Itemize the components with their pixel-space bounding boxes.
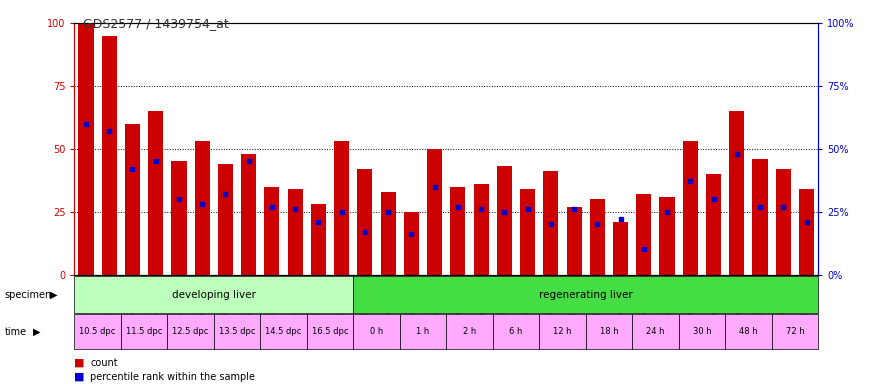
Bar [799, 189, 814, 275]
Bar [752, 159, 767, 275]
Text: ■: ■ [74, 372, 85, 382]
Bar [497, 166, 512, 275]
Bar [520, 189, 536, 275]
Text: 14.5 dpc: 14.5 dpc [265, 327, 302, 336]
Text: 13.5 dpc: 13.5 dpc [219, 327, 256, 336]
Bar [172, 161, 186, 275]
Text: 12 h: 12 h [553, 327, 571, 336]
Text: 10.5 dpc: 10.5 dpc [80, 327, 116, 336]
Bar [682, 141, 698, 275]
Text: specimen: specimen [4, 290, 52, 300]
Text: count: count [90, 358, 118, 368]
Bar [121, 314, 167, 349]
Bar [125, 124, 140, 275]
Text: 72 h: 72 h [786, 327, 804, 336]
Text: percentile rank within the sample: percentile rank within the sample [90, 372, 256, 382]
Bar [242, 154, 256, 275]
Bar [613, 222, 628, 275]
Bar [446, 314, 493, 349]
Text: GDS2577 / 1439754_at: GDS2577 / 1439754_at [83, 17, 229, 30]
Bar [451, 187, 466, 275]
Bar [729, 111, 745, 275]
Text: 1 h: 1 h [416, 327, 430, 336]
Bar [74, 276, 354, 313]
Bar [706, 174, 721, 275]
Bar [632, 314, 679, 349]
Bar [543, 171, 558, 275]
Text: 30 h: 30 h [693, 327, 711, 336]
Bar [218, 164, 233, 275]
Bar [776, 169, 791, 275]
Text: 0 h: 0 h [370, 327, 383, 336]
Bar [214, 314, 261, 349]
Text: ▶: ▶ [33, 327, 41, 337]
Bar [679, 314, 725, 349]
Bar [167, 314, 214, 349]
Bar [288, 189, 303, 275]
Text: developing liver: developing liver [172, 290, 255, 300]
Bar [354, 314, 400, 349]
Bar [772, 314, 818, 349]
Text: 16.5 dpc: 16.5 dpc [312, 327, 348, 336]
Bar [427, 149, 442, 275]
Text: 2 h: 2 h [463, 327, 476, 336]
Bar [636, 194, 651, 275]
Bar [74, 314, 121, 349]
Text: 6 h: 6 h [509, 327, 522, 336]
Bar [194, 141, 210, 275]
Bar [660, 197, 675, 275]
Bar [334, 141, 349, 275]
Bar [585, 314, 632, 349]
Bar [311, 204, 326, 275]
Bar [307, 314, 354, 349]
Text: 48 h: 48 h [739, 327, 758, 336]
Text: 11.5 dpc: 11.5 dpc [126, 327, 162, 336]
Bar [148, 111, 164, 275]
Text: 12.5 dpc: 12.5 dpc [172, 327, 209, 336]
Text: time: time [4, 327, 26, 337]
Bar [539, 314, 585, 349]
Bar [590, 199, 605, 275]
Text: ▶: ▶ [50, 290, 58, 300]
Bar [400, 314, 446, 349]
Text: regenerating liver: regenerating liver [539, 290, 633, 300]
Bar [264, 187, 279, 275]
Bar [261, 314, 307, 349]
Text: 24 h: 24 h [646, 327, 665, 336]
Text: 18 h: 18 h [599, 327, 619, 336]
Bar [381, 192, 396, 275]
Bar [493, 314, 539, 349]
Bar [566, 207, 582, 275]
Bar [354, 276, 818, 313]
Text: ■: ■ [74, 358, 85, 368]
Bar [102, 36, 116, 275]
Bar [725, 314, 772, 349]
Bar [79, 23, 94, 275]
Bar [404, 212, 419, 275]
Bar [357, 169, 373, 275]
Bar [473, 184, 488, 275]
